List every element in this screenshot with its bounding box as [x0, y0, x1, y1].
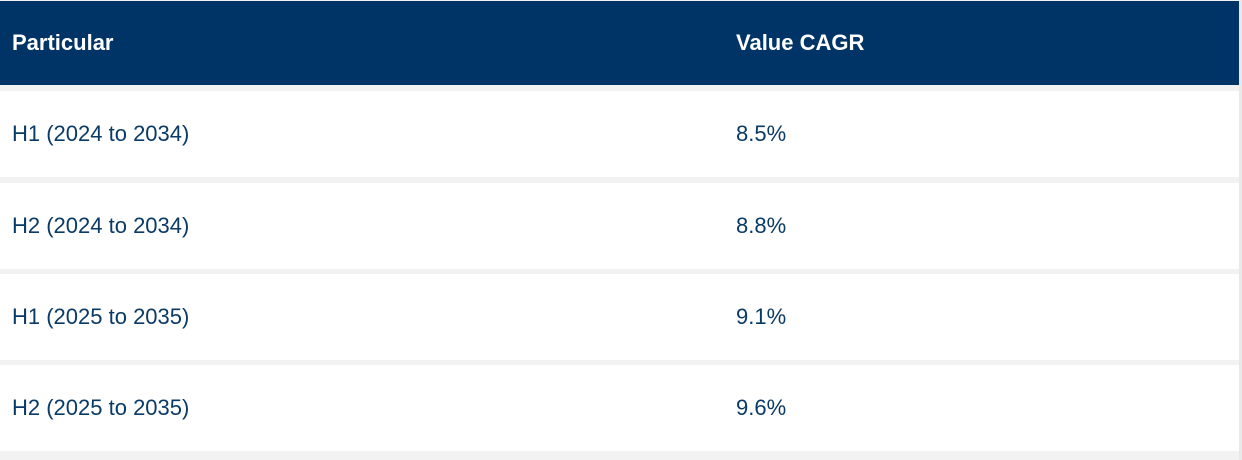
- table-header-row: Particular Value CAGR: [0, 1, 1239, 85]
- table-row: H2 (2024 to 2034) 8.8%: [0, 183, 1239, 269]
- cell-particular: H2 (2025 to 2035): [12, 395, 190, 420]
- cell-particular: H1 (2024 to 2034): [12, 121, 190, 146]
- cell-particular: H2 (2024 to 2034): [12, 213, 190, 238]
- cell-value-cagr: 8.8%: [736, 213, 787, 238]
- header-particular: Particular: [12, 30, 114, 55]
- cell-value-cagr: 9.1%: [736, 304, 787, 329]
- table-row: H2 (2025 to 2035) 9.6%: [0, 365, 1239, 451]
- cell-particular: H1 (2025 to 2035): [12, 304, 190, 329]
- header-value-cagr: Value CAGR: [736, 30, 865, 55]
- cell-value-cagr: 8.5%: [736, 121, 787, 146]
- table-row: H1 (2025 to 2035) 9.1%: [0, 274, 1239, 360]
- cell-value-cagr: 9.6%: [736, 395, 787, 420]
- table-row: H1 (2024 to 2034) 8.5%: [0, 91, 1239, 177]
- table-right-border: [1239, 0, 1242, 460]
